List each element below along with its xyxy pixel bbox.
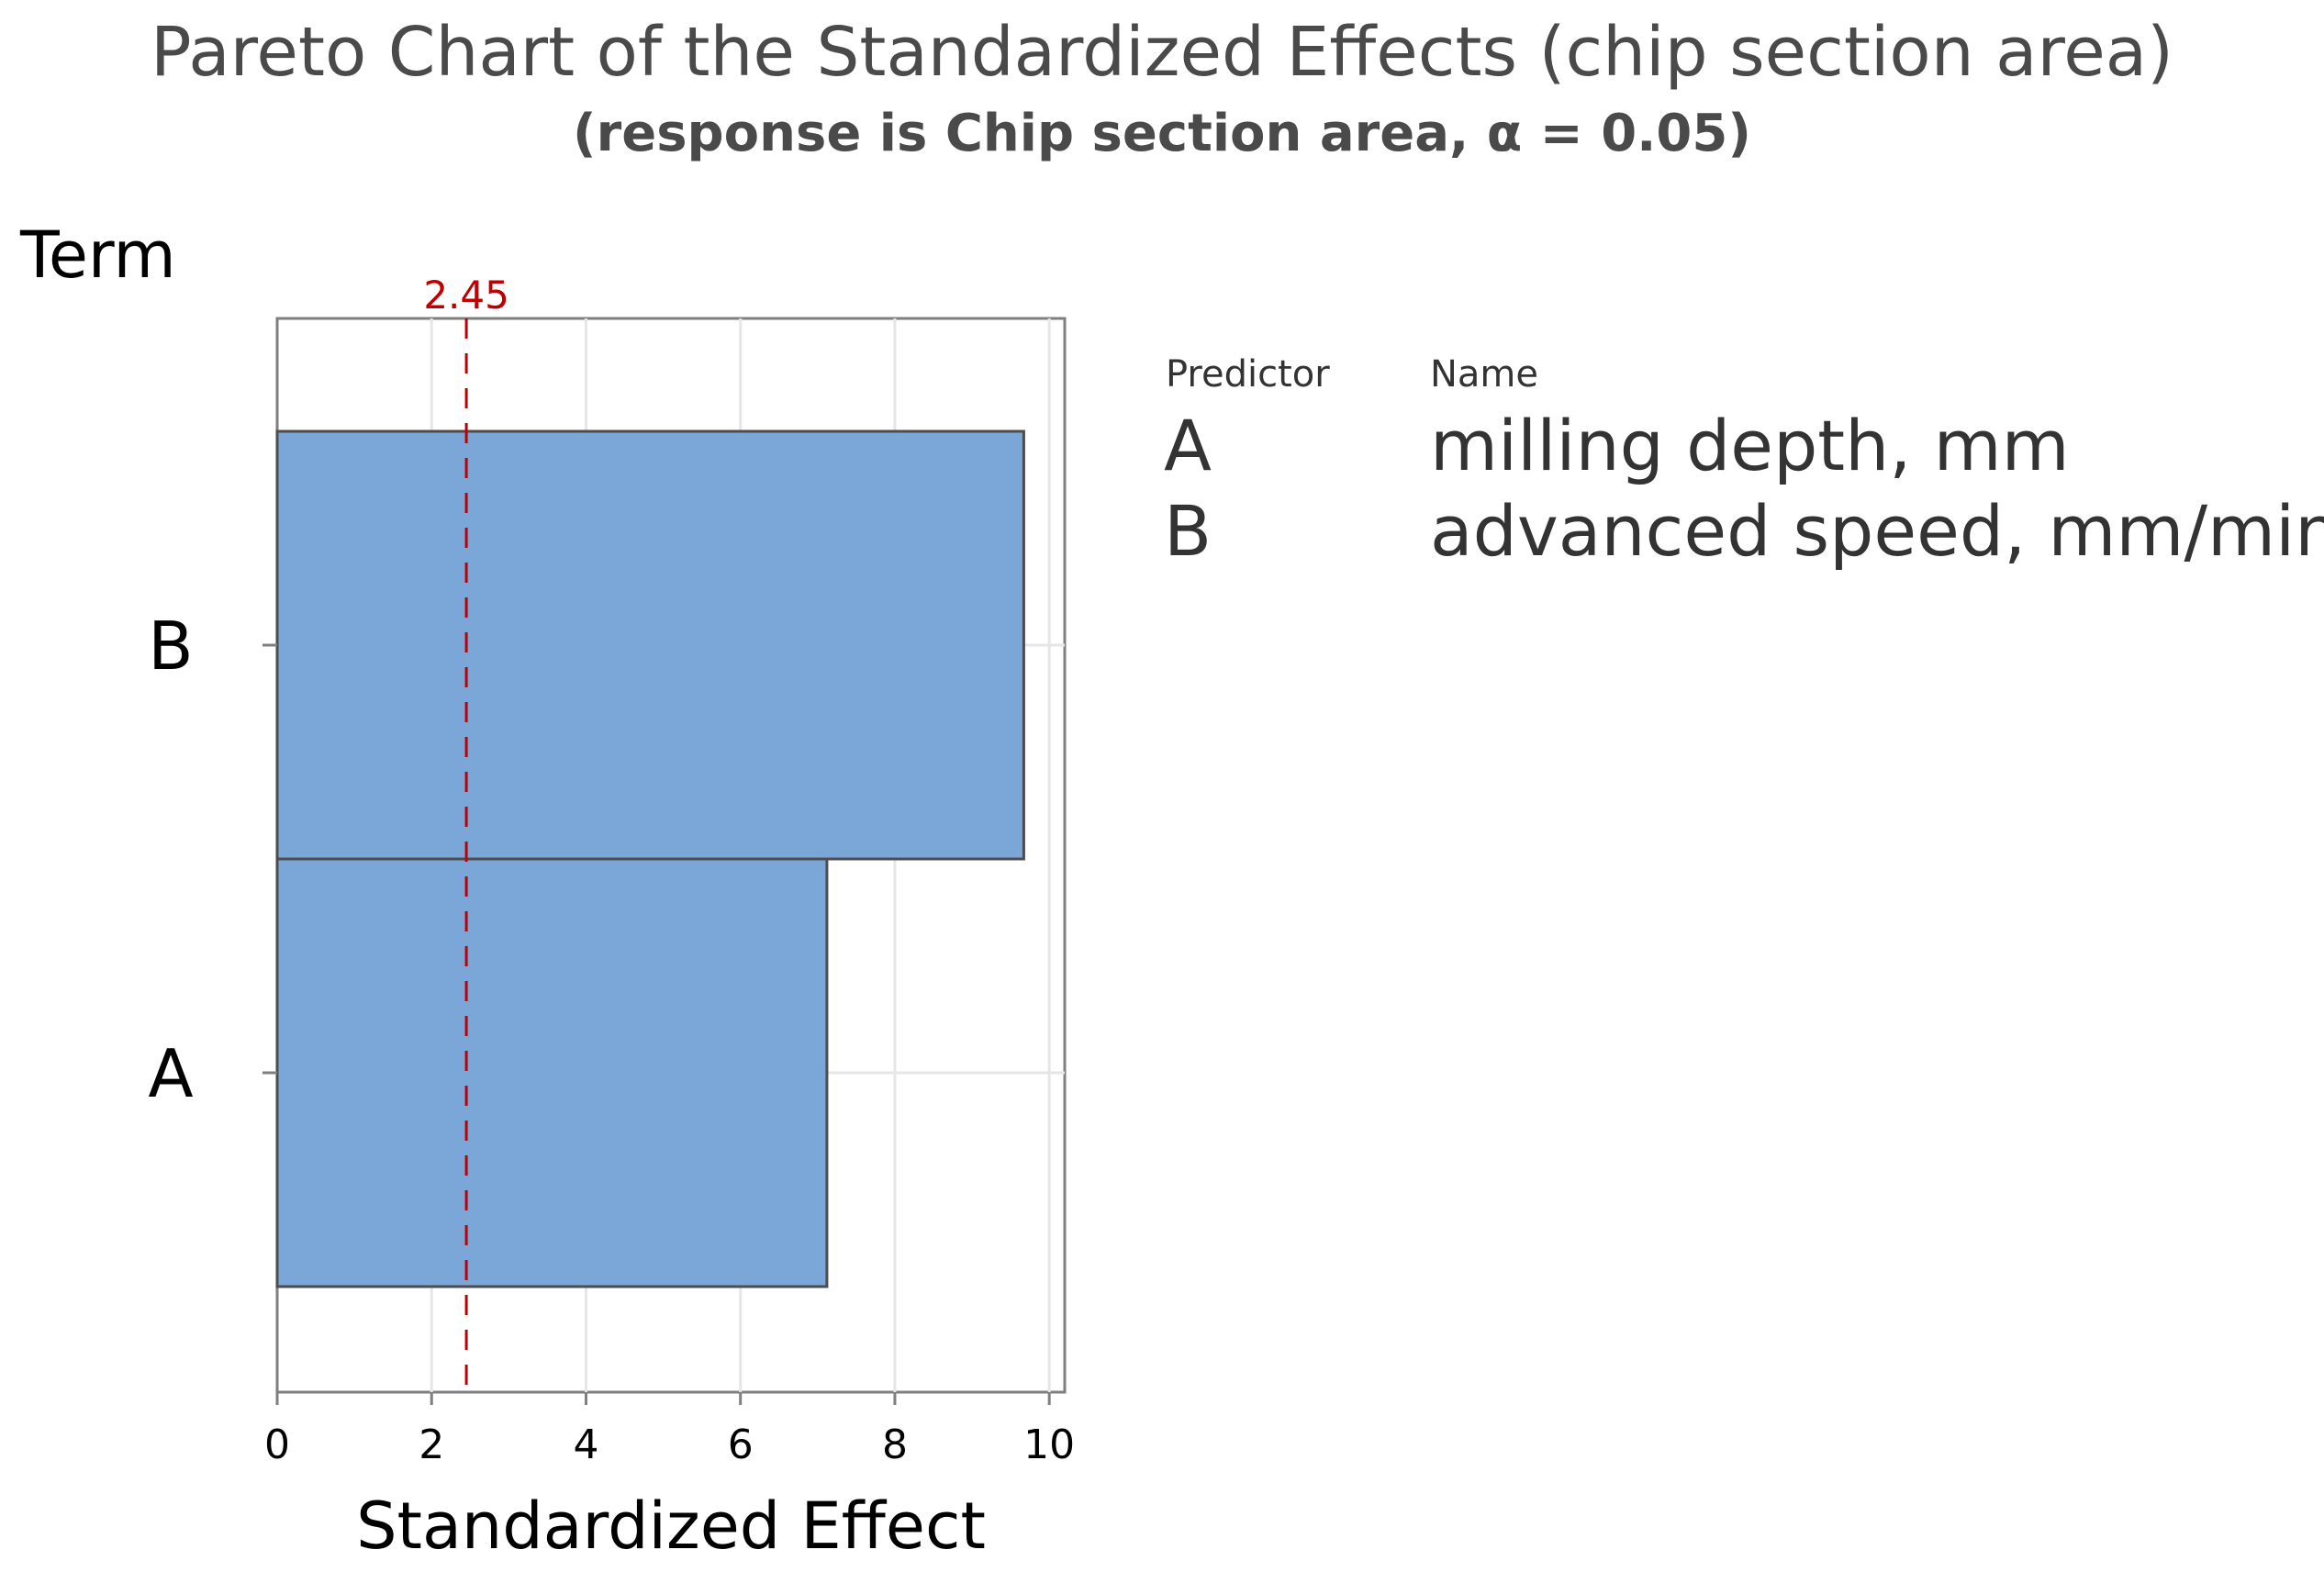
plot-area: 2.45 BA 0 2 4 6 8 10 [148, 273, 1075, 1468]
legend-predictor-b: B [1164, 490, 1212, 572]
category-label-b: B [148, 608, 193, 685]
reference-line-label: 2.45 [423, 273, 509, 318]
legend-name-b: advanced speed, mm/min [1430, 490, 2324, 572]
predictor-legend: Predictor Name A milling depth, mm B adv… [1164, 353, 2324, 572]
x-axis-ticks: 0 2 4 6 8 10 [264, 1392, 1075, 1468]
x-tick-label: 6 [728, 1421, 754, 1468]
chart-title: Pareto Chart of the Standardized Effects… [151, 13, 2173, 92]
y-axis-ticks: BA [148, 608, 277, 1112]
bars [275, 429, 1025, 1288]
chart-subtitle: (response is Chip section area, α = 0.05… [573, 104, 1751, 163]
legend-name-a: milling depth, mm [1430, 405, 2070, 486]
x-tick-label: 10 [1023, 1421, 1075, 1468]
y-axis-title: Term [19, 217, 176, 293]
bar-b [275, 429, 1025, 861]
x-tick-label: 2 [419, 1421, 444, 1468]
x-tick-label: 8 [882, 1421, 908, 1468]
category-label-a: A [148, 1035, 193, 1112]
x-axis-title: Standardized Effect [356, 1488, 986, 1564]
legend-header-name: Name [1430, 353, 1538, 396]
bar-a [275, 857, 829, 1288]
reference-line-group: 2.45 [423, 273, 509, 1392]
x-tick-label: 0 [264, 1421, 290, 1468]
legend-header-predictor: Predictor [1166, 353, 1330, 396]
legend-predictor-a: A [1164, 405, 1212, 486]
x-tick-label: 4 [573, 1421, 598, 1468]
